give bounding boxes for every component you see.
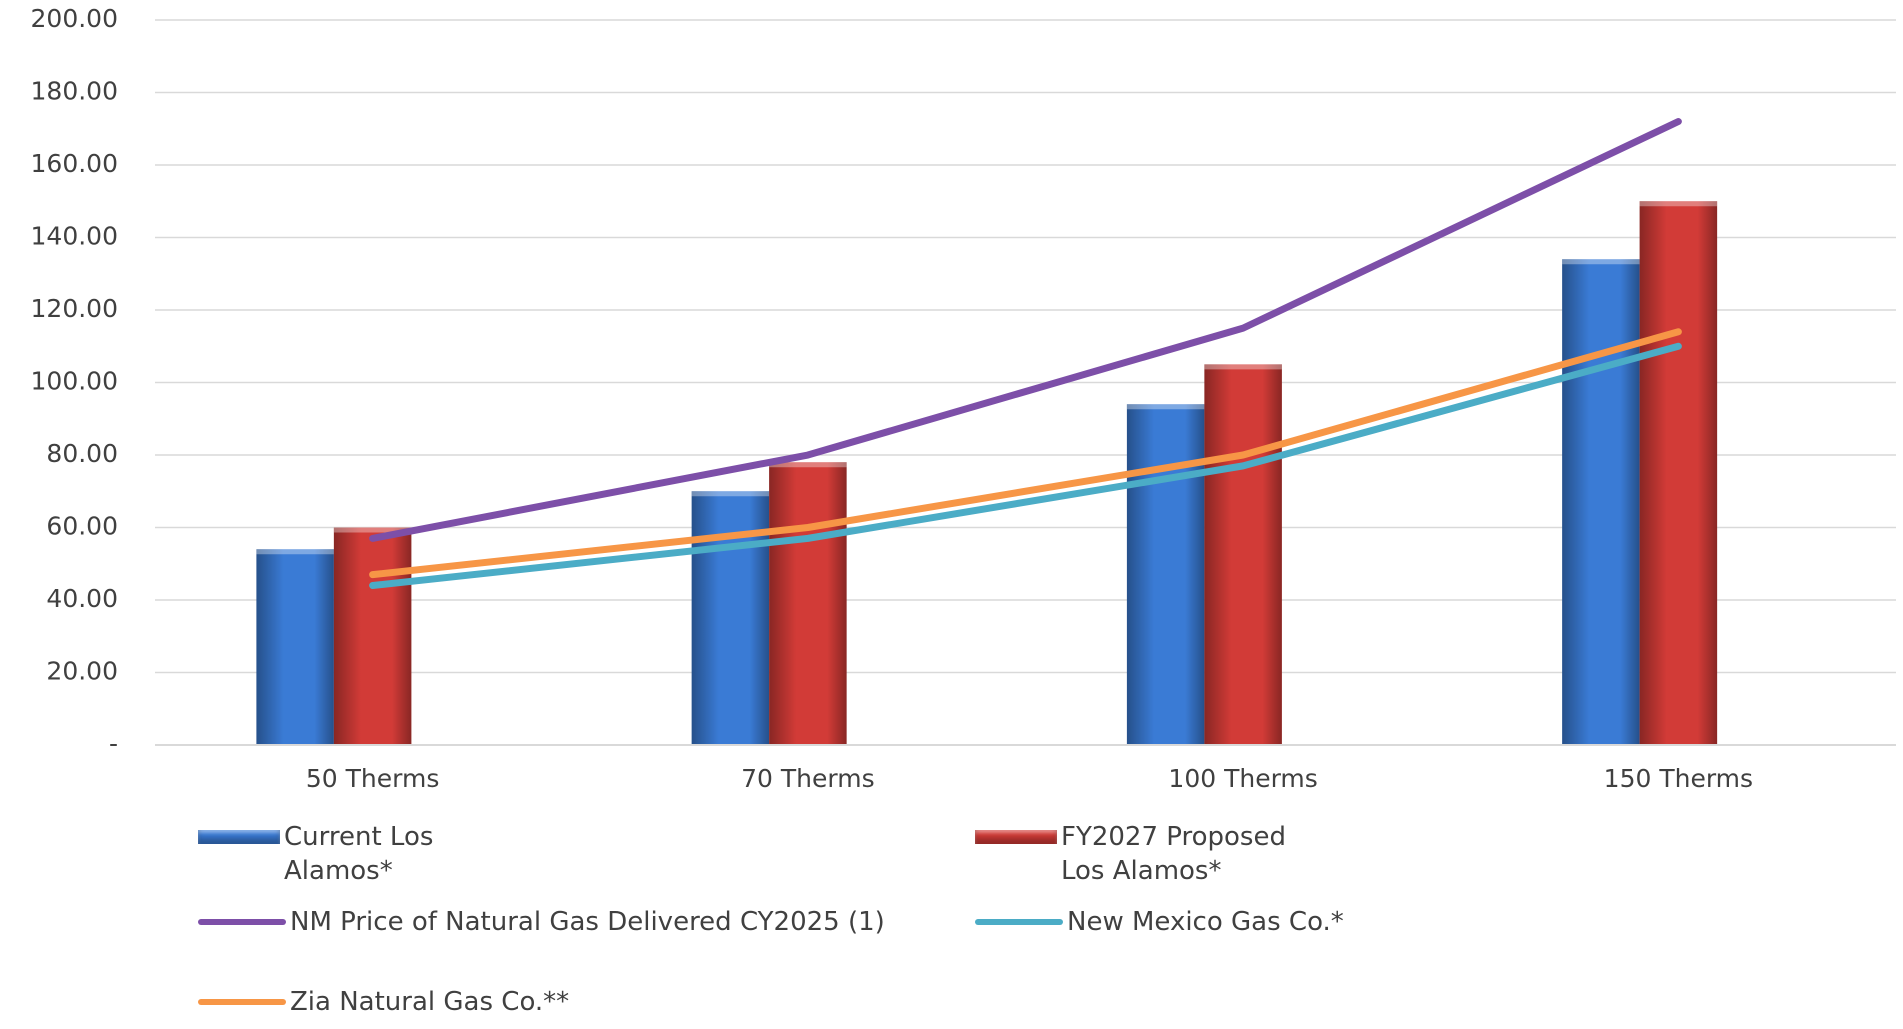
y-tick-label: 60.00 — [46, 512, 118, 541]
line-series — [369, 328, 1682, 579]
bar-shade — [1204, 364, 1282, 745]
chart: - 20.00 40.00 60.00 80.00 100.00 120.00 140.00 1… — [31, 4, 1896, 793]
legend-item: New Mexico Gas Co.* — [975, 905, 1344, 939]
legend-item: NM Price of Natural Gas Delivered CY2025… — [198, 905, 885, 939]
bar-shade — [256, 549, 334, 745]
bar-shade — [1126, 404, 1205, 745]
y-tick-label: 140.00 — [31, 222, 118, 251]
bar-shade — [1639, 201, 1718, 745]
legend-swatch — [975, 830, 1057, 844]
bar-top — [333, 527, 412, 533]
legend-label: FY2027 Proposed Los Alamos* — [1061, 822, 1286, 886]
legend-swatch — [198, 919, 286, 925]
bar-top — [691, 491, 770, 497]
legend-label: NM Price of Natural Gas Delivered CY2025… — [290, 907, 885, 937]
x-tick-label: 50 Therms — [306, 764, 439, 793]
legend-label: Current Los Alamos* — [284, 822, 434, 886]
x-tick-label: 100 Therms — [1168, 764, 1317, 793]
legend-label: Zia Natural Gas Co.** — [290, 987, 570, 1017]
y-tick-label: - — [109, 729, 118, 758]
bar-shade — [1562, 259, 1640, 745]
y-tick-label: 40.00 — [46, 584, 118, 613]
y-tick-label: 20.00 — [46, 657, 118, 686]
legend-item: Current Los Alamos* — [198, 820, 440, 888]
bar-top — [1126, 404, 1205, 410]
bar-shade — [769, 462, 847, 745]
legend-swatch — [198, 999, 286, 1005]
x-tick-label: 150 Therms — [1604, 764, 1753, 793]
legend-swatch — [975, 919, 1063, 925]
y-tick-label: 180.00 — [31, 77, 118, 106]
bar-shade — [333, 527, 412, 745]
legend-label: New Mexico Gas Co.* — [1067, 907, 1344, 937]
y-tick-label: 100.00 — [31, 367, 118, 396]
bar-top — [1562, 259, 1640, 265]
bar-top — [256, 549, 334, 555]
legend-item: FY2027 Proposed Los Alamos* — [975, 820, 1300, 888]
line-series — [369, 118, 1682, 542]
bar-top — [1204, 364, 1282, 370]
bar-top — [769, 462, 847, 468]
y-tick-label: 120.00 — [31, 294, 118, 323]
y-tick-label: 200.00 — [31, 4, 118, 33]
legend-swatch — [198, 830, 280, 844]
y-tick-label: 160.00 — [31, 149, 118, 178]
line-series — [369, 342, 1682, 589]
bar-shade — [691, 491, 770, 745]
y-tick-label: 80.00 — [46, 439, 118, 468]
bar-top — [1639, 201, 1718, 207]
x-tick-label: 70 Therms — [741, 764, 874, 793]
legend-item: Zia Natural Gas Co.** — [198, 985, 569, 1019]
